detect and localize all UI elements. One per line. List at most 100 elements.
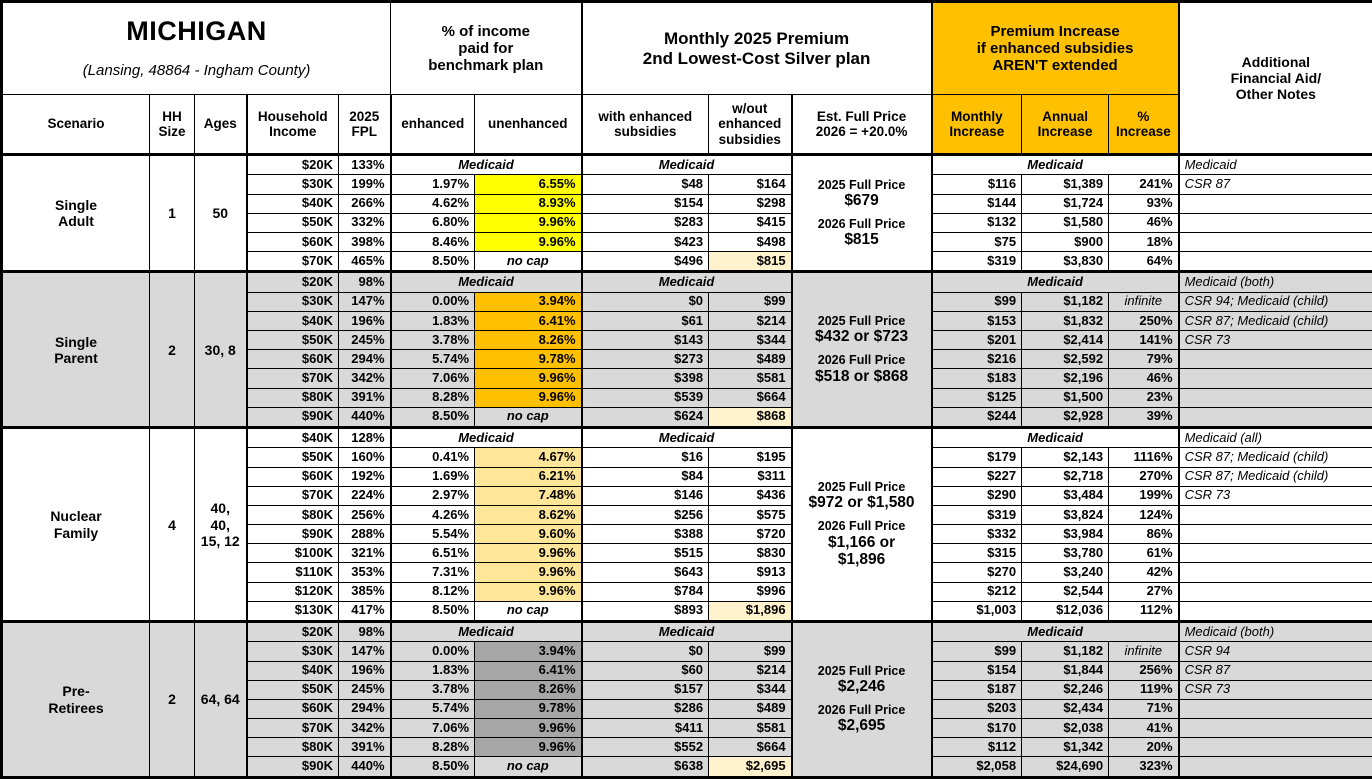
full-price-group: 2026 Full Price $2,695	[795, 703, 929, 735]
column-header-annual-increase: Annual Increase	[1021, 94, 1110, 157]
fpl-cell: 288%	[337, 524, 392, 545]
full-price-group: 2026 Full Price $518 or $868	[795, 353, 929, 385]
notes-cell	[1178, 524, 1372, 545]
unenhanced-pct-cell: 9.96%	[474, 543, 583, 564]
annual-increase-cell: $1,182	[1021, 291, 1110, 312]
unenhanced-pct-cell: 3.94%	[474, 291, 583, 312]
unenhanced-pct-cell: 7.48%	[474, 485, 583, 506]
monthly-increase-cell: $187	[931, 679, 1023, 700]
unenhanced-pct-cell: 9.96%	[474, 387, 583, 408]
pct-increase-cell: 1116%	[1108, 447, 1180, 468]
annual-increase-cell: $3,830	[1021, 251, 1110, 273]
income-cell: $30K	[246, 174, 339, 195]
hh-size-cell: 1	[149, 153, 195, 273]
column-header-without-subsidies: w/out enhanced subsidies	[708, 94, 793, 157]
group-header-premium: Monthly 2025 Premium 2nd Lowest-Cost Sil…	[581, 0, 933, 96]
income-cell: $90K	[246, 524, 339, 545]
column-header-scenario: Scenario	[1, 94, 150, 157]
premium-without-subsidies-cell: $415	[708, 212, 793, 233]
enhanced-pct-cell: 8.28%	[390, 387, 476, 408]
medicaid-increase-span-cell: Medicaid	[931, 270, 1180, 293]
notes-cell	[1178, 718, 1372, 739]
enhanced-pct-cell: 4.62%	[390, 193, 476, 214]
scenario-cell: Nuclear Family	[1, 426, 150, 623]
premium-without-subsidies-cell: $344	[708, 330, 793, 351]
fpl-cell: 465%	[337, 251, 392, 273]
premium-without-subsidies-cell: $99	[708, 291, 793, 312]
monthly-increase-cell: $270	[931, 562, 1023, 583]
premium-without-subsidies-cell: $298	[708, 193, 793, 214]
notes-cell: Medicaid (both)	[1178, 620, 1372, 643]
fpl-cell: 160%	[337, 447, 392, 468]
notes-cell: CSR 87; Medicaid (child)	[1178, 310, 1372, 332]
fpl-cell: 192%	[337, 466, 392, 487]
premium-without-subsidies-cell: $913	[708, 562, 793, 583]
enhanced-pct-cell: 6.80%	[390, 212, 476, 233]
full-price-group: 2025 Full Price $2,246	[795, 664, 929, 696]
pct-increase-cell: 241%	[1108, 174, 1180, 195]
premium-without-subsidies-cell: $575	[708, 504, 793, 526]
enhanced-pct-cell: 5.74%	[390, 349, 476, 370]
notes-cell	[1178, 562, 1372, 583]
income-cell: $60K	[246, 231, 339, 253]
premium-without-subsidies-cell: $214	[708, 310, 793, 332]
fpl-cell: 224%	[337, 485, 392, 506]
notes-cell: CSR 87	[1178, 660, 1372, 681]
table-title-block: MICHIGAN (Lansing, 48864 - Ingham County…	[0, 0, 392, 96]
full-price-label: 2025 Full Price	[817, 663, 906, 678]
premium-with-subsidies-cell: $388	[581, 524, 710, 545]
monthly-increase-cell: $315	[931, 543, 1023, 564]
enhanced-pct-cell: 8.50%	[390, 600, 476, 623]
pct-increase-cell: 64%	[1108, 251, 1180, 273]
notes-cell	[1178, 756, 1372, 778]
premium-with-subsidies-cell: $515	[581, 543, 710, 564]
unenhanced-pct-cell: 4.67%	[474, 447, 583, 468]
fpl-cell: 417%	[337, 600, 392, 623]
income-cell: $80K	[246, 504, 339, 526]
full-price-amount: $2,695	[837, 717, 886, 735]
enhanced-pct-cell: 8.50%	[390, 406, 476, 429]
premium-with-subsidies-cell: $893	[581, 600, 710, 623]
pct-increase-cell: 41%	[1108, 718, 1180, 739]
income-cell: $60K	[246, 698, 339, 720]
fpl-cell: 245%	[337, 679, 392, 700]
income-cell: $50K	[246, 679, 339, 700]
enhanced-pct-cell: 5.54%	[390, 524, 476, 545]
notes-cell	[1178, 368, 1372, 389]
annual-increase-cell: $1,580	[1021, 212, 1110, 233]
full-price-label: 2026 Full Price	[817, 703, 906, 718]
premium-with-subsidies-cell: $16	[581, 447, 710, 468]
annual-increase-cell: $900	[1021, 231, 1110, 253]
monthly-increase-cell: $99	[931, 641, 1023, 662]
premium-with-subsidies-cell: $496	[581, 251, 710, 273]
premium-without-subsidies-cell: $164	[708, 174, 793, 195]
enhanced-pct-cell: 1.97%	[390, 174, 476, 195]
income-cell: $20K	[246, 620, 339, 643]
pct-increase-cell: 46%	[1108, 368, 1180, 389]
notes-cell: Medicaid	[1178, 153, 1372, 176]
income-cell: $80K	[246, 737, 339, 758]
unenhanced-pct-cell: 9.96%	[474, 562, 583, 583]
annual-increase-cell: $2,196	[1021, 368, 1110, 389]
notes-cell: CSR 73	[1178, 485, 1372, 506]
hh-size-cell: 2	[149, 270, 195, 429]
fpl-cell: 321%	[337, 543, 392, 564]
column-header-pct-increase: % Increase	[1108, 94, 1180, 157]
premium-without-subsidies-cell: $195	[708, 447, 793, 468]
full-price-amount: $518 or $868	[815, 367, 909, 385]
annual-increase-cell: $2,246	[1021, 679, 1110, 700]
monthly-increase-cell: $201	[931, 330, 1023, 351]
premium-with-subsidies-cell: $157	[581, 679, 710, 700]
pct-increase-cell: infinite	[1108, 291, 1180, 312]
full-price-group: 2026 Full Price $1,166 or $1,896	[795, 519, 929, 569]
annual-increase-cell: $1,844	[1021, 660, 1110, 681]
notes-cell	[1178, 600, 1372, 623]
income-cell: $40K	[246, 310, 339, 332]
enhanced-pct-cell: 8.28%	[390, 737, 476, 758]
monthly-increase-cell: $1,003	[931, 600, 1023, 623]
pct-increase-cell: 323%	[1108, 756, 1180, 778]
monthly-increase-cell: $154	[931, 660, 1023, 681]
unenhanced-pct-cell: 9.96%	[474, 212, 583, 233]
fpl-cell: 294%	[337, 698, 392, 720]
